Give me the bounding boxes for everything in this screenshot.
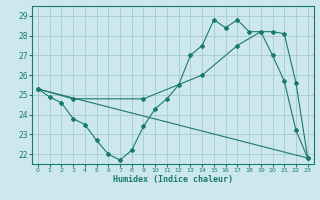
X-axis label: Humidex (Indice chaleur): Humidex (Indice chaleur) bbox=[113, 175, 233, 184]
